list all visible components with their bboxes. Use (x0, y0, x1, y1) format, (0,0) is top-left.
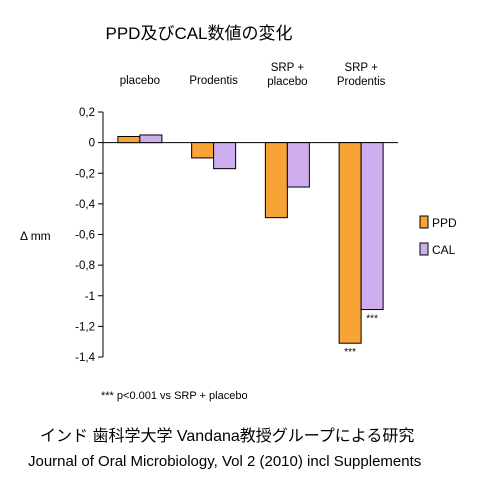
y-tick-label: -1 (85, 291, 95, 303)
category-label: placebo (120, 75, 160, 87)
legend-swatch-ppd (419, 215, 429, 229)
legend-swatch-cal (419, 242, 429, 256)
bar-cal (139, 134, 163, 144)
category-labels: placebo Prodentis SRP + placebo SRP + Prodent… (120, 62, 386, 88)
plot-area: 0,2 0 -0,2 -0,4 -0,6 -0,8 -1 -1,2 -1,4 *** *** (75, 107, 398, 364)
y-tick-label: 0 (89, 138, 95, 150)
y-tick-label: -0,4 (75, 199, 95, 211)
significance-label: *** (366, 314, 378, 325)
y-tick-label: -1,4 (75, 352, 95, 364)
y-tick-label: -0,6 (75, 230, 95, 242)
legend: PPD CAL (419, 215, 457, 257)
bar-ppd (117, 136, 141, 144)
y-tick-label: -1,2 (75, 321, 95, 333)
legend-label-cal: CAL (432, 243, 456, 257)
y-tick-label: 0,2 (79, 107, 95, 119)
legend-label-ppd: PPD (432, 216, 457, 230)
y-tick-label: -0,2 (75, 168, 95, 180)
bar-cal (213, 142, 237, 170)
bar-ppd (338, 142, 362, 344)
bar-ppd (191, 142, 215, 159)
source-title: インド 歯科学大学 Vandana教授グループによる研究 (40, 427, 414, 445)
significance-label: *** (344, 347, 356, 358)
y-tick-label: -0,8 (75, 260, 95, 272)
bar-cal (286, 142, 310, 188)
footnote: *** p<0.001 vs SRP + placebo (101, 390, 248, 402)
chart-title: PPD及びCAL数値の変化 (105, 24, 292, 43)
bar-cal (360, 142, 384, 311)
category-label: SRP + placebo (267, 62, 307, 88)
y-axis-label: Δ mm (20, 229, 51, 243)
source-citation: Journal of Oral Microbiology, Vol 2 (201… (28, 453, 421, 470)
bar-ppd (264, 142, 288, 219)
category-label: Prodentis (189, 75, 238, 87)
category-label: SRP + Prodentis (337, 62, 386, 88)
